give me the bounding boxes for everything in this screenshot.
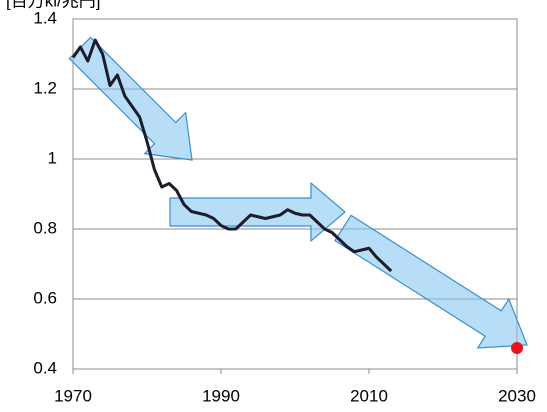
trend-arrow [68, 36, 193, 161]
y-tick-label: 1.4 [33, 8, 57, 27]
x-tick-label: 1990 [202, 386, 240, 405]
y-axis-label: [百万kl/兆円] [6, 0, 100, 10]
data-line [71, 38, 393, 273]
x-tick-label: 2010 [350, 386, 388, 405]
y-tick-label: 1 [48, 148, 57, 167]
target-point [511, 342, 523, 354]
y-tick-label: 1.2 [33, 78, 57, 97]
y-tick-label: 0.6 [33, 288, 57, 307]
trend-arrow [334, 214, 528, 349]
x-tick-label: 2030 [498, 386, 536, 405]
y-tick-label: 0.8 [33, 218, 57, 237]
trend-arrow [169, 181, 346, 243]
x-tick-label: 1970 [54, 386, 92, 405]
y-tick-label: 0.4 [33, 358, 57, 377]
plot-frame [72, 18, 518, 370]
